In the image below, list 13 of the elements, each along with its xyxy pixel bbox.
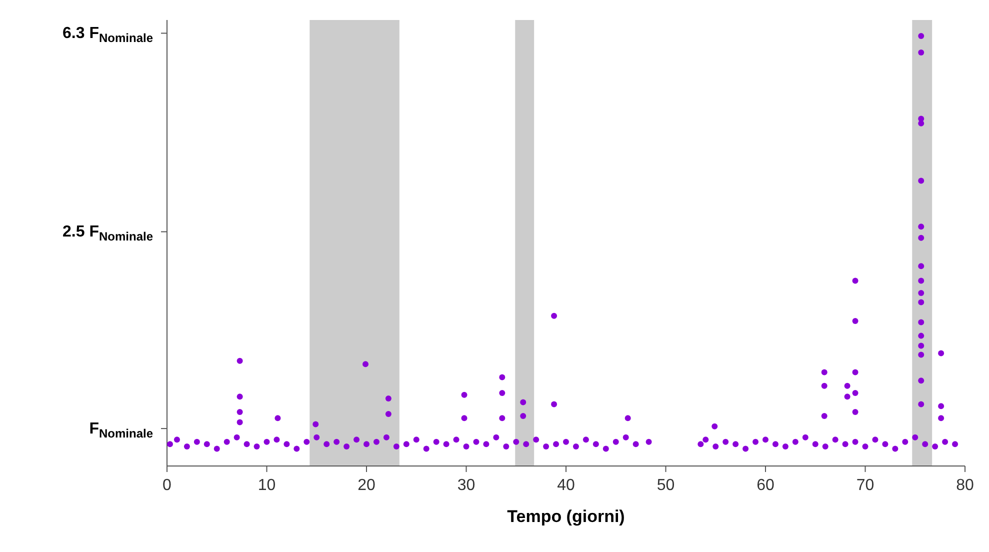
x-tick-label: 70	[856, 477, 874, 494]
y-tick-label: F$_{Nominale}$	[89, 420, 154, 441]
y-tick-label: 6.3 F$_{Nominale}$	[62, 25, 154, 46]
x-tick-label: 80	[956, 477, 974, 494]
x-axis-title: Tempo (giorni)	[507, 507, 625, 526]
x-tick-label: 10	[258, 477, 276, 494]
y-tick-label: 2.5 F$_{Nominale}$	[62, 224, 154, 244]
x-tick-label: 0	[162, 477, 172, 494]
x-tick-label: 50	[656, 477, 675, 494]
x-tick-label: 30	[457, 477, 476, 494]
x-tick-label: 40	[557, 477, 575, 494]
x-tick-label: 60	[756, 477, 774, 494]
x-tick-label: 20	[358, 477, 376, 494]
